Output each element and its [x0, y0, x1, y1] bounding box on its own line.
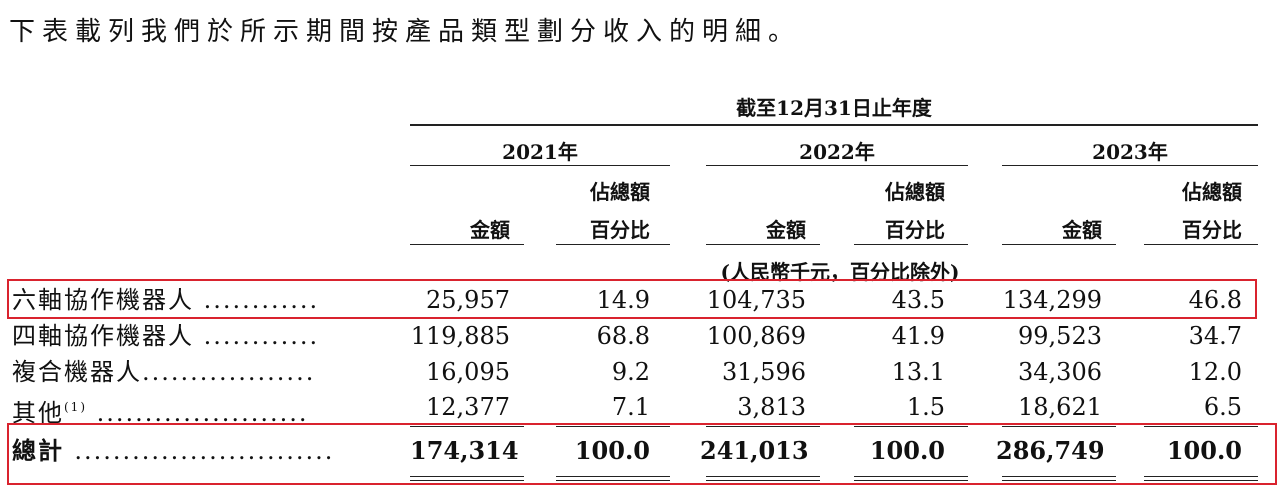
total-top-rule-6	[1144, 426, 1258, 427]
total-top-rule-4	[854, 426, 968, 427]
row-label: 四軸協作機器人 ............	[12, 322, 320, 350]
year-rule-2022	[706, 165, 968, 166]
cell-amount-2023: 99,523	[1018, 322, 1102, 350]
total-double-rule-a6	[1144, 476, 1258, 477]
cell-amount-2022: 104,735	[706, 286, 806, 314]
col-rule-2	[556, 244, 670, 245]
total-double-rule-b6	[1144, 480, 1258, 481]
table-row: 複合機器人.................. 16,095 9.2 31,59…	[0, 357, 1280, 387]
row-label: 六軸協作機器人 ............	[12, 286, 320, 314]
total-top-rule-1	[410, 426, 524, 427]
total-row: 總計 ........................... 174,314 1…	[0, 436, 1280, 466]
cell-pct-2022: 1.5	[906, 393, 945, 421]
cell-amount-2022: 31,596	[722, 358, 806, 386]
table-row: 四軸協作機器人 ............ 119,885 68.8 100,86…	[0, 321, 1280, 351]
cell-pct-2022: 13.1	[891, 358, 945, 386]
intro-text: 下表載列我們於所示期間按產品類型劃分收入的明細。	[9, 17, 802, 47]
col-rule-5	[1002, 244, 1116, 245]
total-double-rule-a2	[556, 476, 670, 477]
cell-pct-2023: 12.0	[1188, 358, 1242, 386]
year-header-2022: 2022年	[799, 140, 875, 164]
cell-pct-2021: 7.1	[611, 393, 650, 421]
total-double-rule-a4	[854, 476, 968, 477]
col-rule-6	[1144, 244, 1258, 245]
cell-amount-2022: 100,869	[706, 322, 806, 350]
cell-pct-2023: 46.8	[1188, 286, 1242, 314]
cell-amount-2021: 25,957	[426, 286, 510, 314]
year-header-2021: 2021年	[502, 140, 578, 164]
year-rule-2023	[1002, 165, 1258, 166]
table-row: 六軸協作機器人 ............ 25,957 14.9 104,735…	[0, 285, 1280, 315]
col-rule-3	[706, 244, 820, 245]
highlight-box-six-axis	[7, 279, 1257, 319]
pct-header-2021-l1: 佔總額	[590, 180, 650, 204]
total-double-rule-b4	[854, 480, 968, 481]
cell-pct-2021: 9.2	[611, 358, 650, 386]
cell-pct-2022: 41.9	[891, 322, 945, 350]
total-amount-2021: 174,314	[410, 436, 519, 465]
total-amount-2022: 241,013	[700, 436, 809, 465]
year-header-2023: 2023年	[1092, 140, 1168, 164]
pct-header-2022-l1: 佔總額	[885, 180, 945, 204]
total-pct-2021: 100.0	[574, 436, 650, 465]
total-label: 總計 ...........................	[12, 436, 335, 465]
total-top-rule-5	[1002, 426, 1116, 427]
pct-header-2022-l2: 百分比	[885, 218, 945, 242]
row-label: 複合機器人..................	[12, 358, 316, 386]
amount-header-2022: 金額	[766, 218, 806, 242]
pct-header-2021-l2: 百分比	[590, 218, 650, 242]
total-double-rule-a1	[410, 476, 524, 477]
highlight-box-total	[7, 423, 1277, 485]
amount-header-2023: 金額	[1062, 218, 1102, 242]
footnote-ref: (1)	[64, 400, 87, 414]
cell-amount-2021: 119,885	[410, 322, 510, 350]
period-rule	[410, 124, 1258, 126]
cell-pct-2022: 43.5	[891, 286, 945, 314]
total-top-rule-3	[706, 426, 820, 427]
total-top-rule-2	[556, 426, 670, 427]
total-double-rule-b2	[556, 480, 670, 481]
cell-amount-2022: 3,813	[737, 393, 806, 421]
year-rule-2021	[410, 165, 670, 166]
total-pct-2022: 100.0	[869, 436, 945, 465]
row-label: 其他(1) ......................	[12, 399, 309, 427]
amount-header-2021: 金額	[470, 218, 510, 242]
total-double-rule-b3	[706, 480, 820, 481]
cell-amount-2023: 18,621	[1018, 393, 1102, 421]
total-pct-2023: 100.0	[1166, 436, 1242, 465]
period-header: 截至12月31日止年度	[736, 96, 932, 120]
cell-pct-2023: 34.7	[1188, 322, 1242, 350]
total-double-rule-b1	[410, 480, 524, 481]
cell-pct-2023: 6.5	[1203, 393, 1242, 421]
cell-amount-2023: 34,306	[1018, 358, 1102, 386]
pct-header-2023-l1: 佔總額	[1182, 180, 1242, 204]
cell-amount-2023: 134,299	[1002, 286, 1102, 314]
total-double-rule-a5	[1002, 476, 1116, 477]
pct-header-2023-l2: 百分比	[1182, 218, 1242, 242]
total-double-rule-b5	[1002, 480, 1116, 481]
cell-amount-2021: 12,377	[426, 393, 510, 421]
total-double-rule-a3	[706, 476, 820, 477]
cell-pct-2021: 14.9	[596, 286, 650, 314]
total-amount-2023: 286,749	[996, 436, 1105, 465]
col-rule-1	[410, 244, 524, 245]
table-row: 其他(1) ...................... 12,377 7.1 …	[0, 392, 1280, 427]
cell-pct-2021: 68.8	[596, 322, 650, 350]
col-rule-4	[854, 244, 968, 245]
cell-amount-2021: 16,095	[426, 358, 510, 386]
